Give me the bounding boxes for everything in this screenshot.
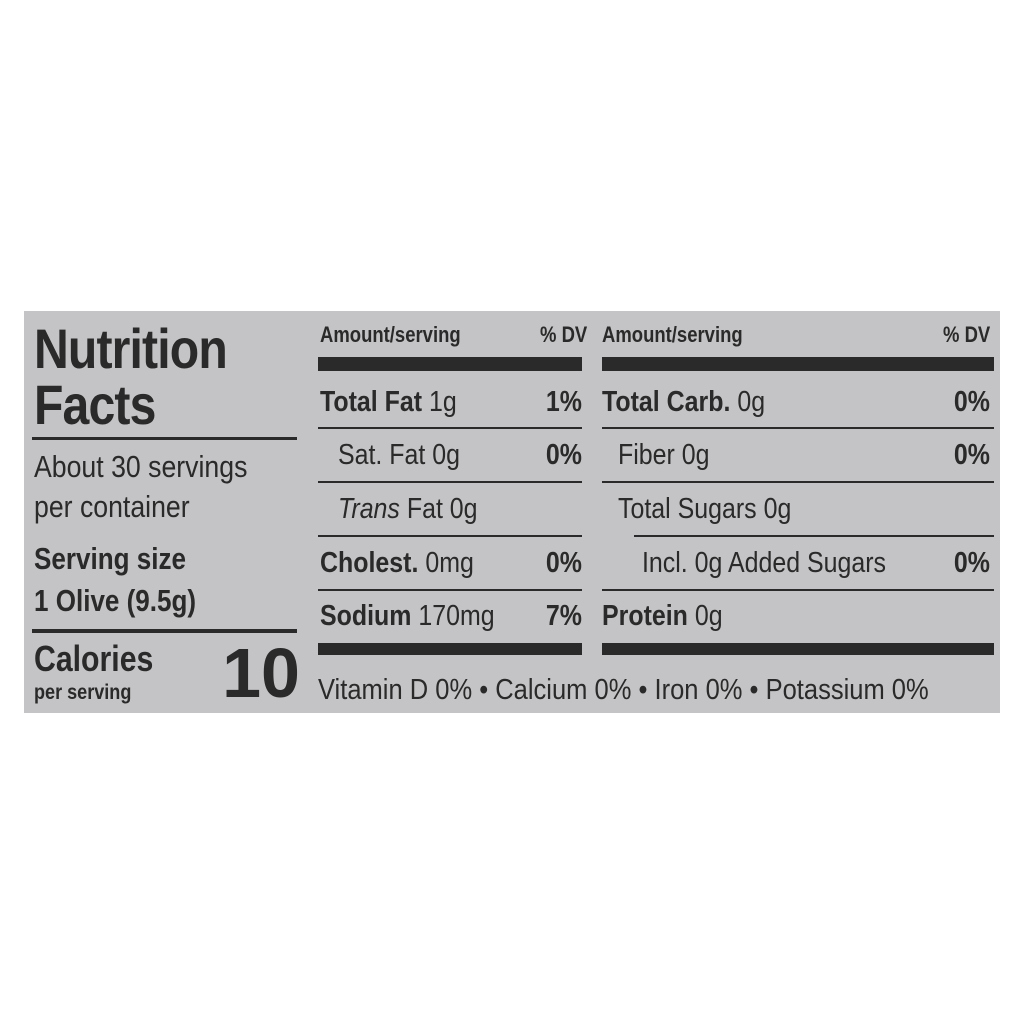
total-fat-row: Total Fat 1g bbox=[320, 386, 457, 418]
row-divider bbox=[318, 427, 582, 429]
nutrition-facts-label: Nutrition Facts About 30 servings per co… bbox=[24, 311, 1000, 713]
serving-size-label: Serving size bbox=[34, 541, 186, 576]
thick-rule bbox=[318, 357, 582, 371]
cholesterol-row: Cholest. 0mg bbox=[320, 547, 474, 579]
fiber-dv: 0% bbox=[953, 439, 990, 471]
title-line-2: Facts bbox=[34, 373, 156, 436]
row-divider bbox=[318, 535, 582, 537]
title-line-1: Nutrition bbox=[34, 317, 228, 380]
total-carb-dv: 0% bbox=[953, 386, 990, 418]
calories-label: Calories bbox=[34, 638, 154, 679]
added-sugars-dv: 0% bbox=[953, 547, 990, 579]
total-carb-row: Total Carb. 0g bbox=[602, 386, 766, 418]
calories-value: 10 bbox=[222, 634, 300, 712]
sodium-dv: 7% bbox=[545, 600, 582, 632]
servings-per-container: About 30 servings bbox=[34, 449, 248, 484]
row-divider bbox=[602, 427, 994, 429]
protein-row: Protein 0g bbox=[602, 600, 723, 632]
trans-fat-row: Trans Fat 0g bbox=[338, 493, 478, 525]
vitamins-minerals-footer: Vitamin D 0% • Calcium 0% • Iron 0% • Po… bbox=[318, 674, 929, 706]
row-divider bbox=[634, 535, 994, 537]
dv-header: % DV bbox=[942, 322, 990, 347]
servings-per-container-cont: per container bbox=[34, 489, 190, 524]
row-divider bbox=[318, 481, 582, 483]
thick-rule bbox=[602, 643, 994, 655]
row-divider bbox=[602, 589, 994, 591]
dv-header: % DV bbox=[540, 322, 588, 347]
sodium-row: Sodium 170mg bbox=[320, 600, 495, 632]
total-sugars-row: Total Sugars 0g bbox=[618, 493, 792, 525]
calories-per-serving: per serving bbox=[34, 681, 132, 704]
row-divider bbox=[602, 481, 994, 483]
row-divider bbox=[318, 589, 582, 591]
divider bbox=[32, 437, 297, 440]
sat-fat-row: Sat. Fat 0g bbox=[338, 439, 461, 471]
fiber-row: Fiber 0g bbox=[618, 439, 710, 471]
cholesterol-dv: 0% bbox=[545, 547, 582, 579]
serving-size-value: 1 Olive (9.5g) bbox=[34, 583, 197, 618]
amount-per-serving-header: Amount/serving bbox=[320, 322, 461, 347]
amount-per-serving-header: Amount/serving bbox=[602, 322, 743, 347]
added-sugars-row: Incl. 0g Added Sugars bbox=[642, 547, 887, 579]
sat-fat-dv: 0% bbox=[545, 439, 582, 471]
total-fat-dv: 1% bbox=[545, 386, 582, 418]
divider bbox=[32, 629, 297, 633]
thick-rule bbox=[318, 643, 582, 655]
thick-rule bbox=[602, 357, 994, 371]
